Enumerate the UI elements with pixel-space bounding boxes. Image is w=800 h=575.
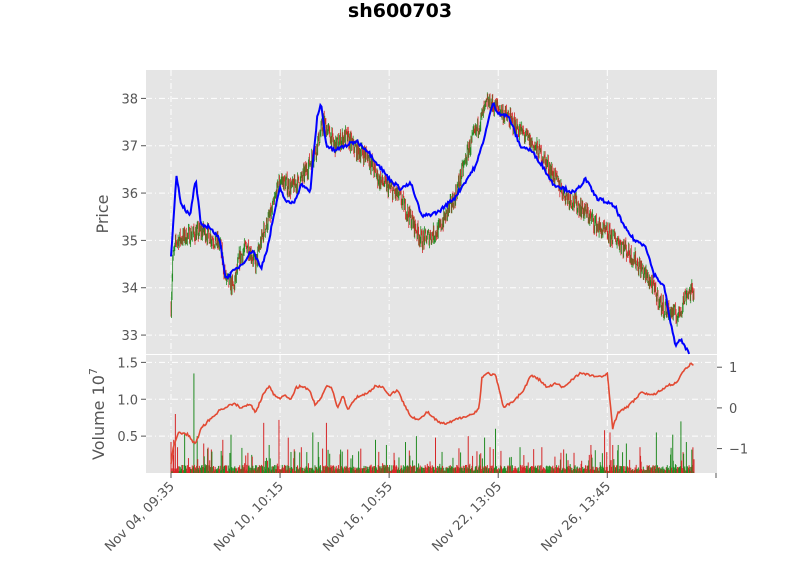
price-tick-label: 33 (121, 329, 138, 344)
right-tick-label: 0 (729, 402, 737, 417)
price-tick-label: 37 (121, 140, 138, 155)
volume-tick-label: 0.5 (117, 430, 138, 445)
right-tick-label: 1 (729, 361, 737, 376)
volume-right-y-ticks: −1 0 1 (717, 361, 748, 458)
x-tick-label: Nov 16, 10:55 (320, 479, 396, 555)
price-axis-label: Price (93, 194, 112, 233)
x-axis-ticks: Nov 04, 09:35 Nov 10, 10:15 Nov 16, 10:55 N… (102, 473, 717, 555)
price-y-ticks: 33 34 35 36 37 38 (121, 92, 146, 344)
volume-tick-label: 1.0 (117, 393, 138, 408)
chart-title: sh600703 (348, 0, 452, 22)
price-tick-label: 35 (121, 234, 138, 249)
volume-overlay-line (170, 362, 694, 465)
price-tick-label: 36 (121, 187, 138, 202)
price-tick-label: 38 (121, 92, 138, 107)
volume-panel: 0.5 1.0 1.5 −1 0 1 Volume 107 (87, 355, 748, 473)
x-tick-label: Nov 26, 13:45 (539, 479, 615, 555)
volume-y-ticks: 0.5 1.0 1.5 (117, 356, 146, 445)
volume-plot-background (146, 355, 717, 473)
x-tick-label: Nov 10, 10:15 (211, 479, 287, 555)
right-tick-label: −1 (729, 443, 748, 458)
x-tick-label: Nov 22, 13:05 (430, 479, 506, 555)
volume-grid (146, 355, 717, 473)
price-panel: 33 34 35 36 37 38 Price (93, 70, 717, 355)
price-tick-label: 34 (121, 282, 138, 297)
price-plot-background (146, 70, 717, 354)
volume-bars (170, 373, 695, 473)
volume-axis-label: Volume 107 (87, 368, 108, 460)
price-overlay-line (170, 102, 691, 355)
x-tick-label: Nov 04, 09:35 (102, 479, 178, 555)
volume-tick-label: 1.5 (117, 356, 138, 371)
